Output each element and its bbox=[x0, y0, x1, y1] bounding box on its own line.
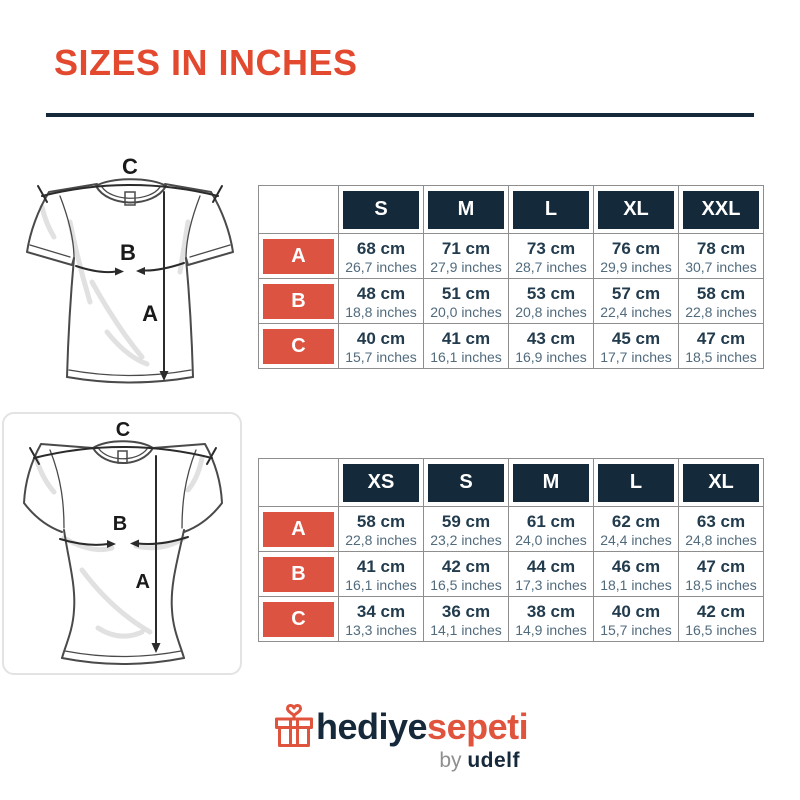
size-header-cell: XL bbox=[678, 458, 764, 507]
size-header-cell: XXL bbox=[678, 185, 764, 234]
measure-label-cell: C bbox=[258, 323, 339, 369]
measurement-cell: 47 cm 18,5 inches bbox=[678, 551, 764, 597]
measurement-cell: 41 cm 16,1 inches bbox=[338, 551, 424, 597]
size-chip: S bbox=[343, 190, 419, 229]
table-row: B 41 cm 16,1 inches 42 cm 16,5 inches 44 c… bbox=[258, 551, 764, 597]
measurement-cell: 73 cm 28,7 inches bbox=[508, 233, 594, 279]
byline-brand: udelf bbox=[467, 749, 520, 772]
size-header-cell: S bbox=[338, 185, 424, 234]
size-chip: M bbox=[428, 190, 504, 229]
measurement-cell: 58 cm 22,8 inches bbox=[338, 506, 424, 552]
measurement-cell: 71 cm 27,9 inches bbox=[423, 233, 509, 279]
measurement-cell: 38 cm 14,9 inches bbox=[508, 596, 594, 642]
measurement-annotations: C B A bbox=[29, 420, 217, 653]
table-row: B 48 cm 18,8 inches 51 cm 20,0 inches 53 c… bbox=[258, 278, 764, 324]
measurement-cell: 59 cm 23,2 inches bbox=[423, 506, 509, 552]
measurement-cell: 45 cm 17,7 inches bbox=[593, 323, 679, 369]
size-header-cell: XS bbox=[338, 458, 424, 507]
size-chip: M bbox=[513, 463, 589, 502]
byline-prefix: by bbox=[439, 749, 468, 772]
brand-logo-text: hediyesepeti bbox=[316, 706, 529, 748]
measurement-cell: 34 cm 13,3 inches bbox=[338, 596, 424, 642]
gift-icon bbox=[275, 704, 313, 747]
measurement-annotations: C B A bbox=[37, 154, 223, 381]
size-chip: XXL bbox=[683, 190, 759, 229]
size-chip: S bbox=[428, 463, 504, 502]
measure-chip: C bbox=[263, 601, 334, 637]
mens-tshirt-diagram: C B A bbox=[26, 154, 234, 384]
womens-diagram-frame bbox=[2, 412, 242, 675]
measurement-cell: 68 cm 26,7 inches bbox=[338, 233, 424, 279]
table-row: C 34 cm 13,3 inches 36 cm 14,1 inches 38 c… bbox=[258, 596, 764, 642]
measure-label-a: A bbox=[142, 301, 158, 326]
size-chip: XL bbox=[683, 463, 759, 502]
size-chip: L bbox=[598, 463, 674, 502]
measurement-cell: 36 cm 14,1 inches bbox=[423, 596, 509, 642]
size-chip: XS bbox=[343, 463, 419, 502]
size-header-cell: L bbox=[593, 458, 679, 507]
page-title: SIZES IN INCHES bbox=[54, 42, 358, 83]
measure-label-cell: B bbox=[258, 278, 339, 324]
brand-byline: by udelf bbox=[318, 749, 520, 773]
title-underline bbox=[46, 113, 754, 117]
collar-tag bbox=[124, 191, 136, 206]
corner-cell bbox=[258, 458, 339, 507]
measure-label-b: B bbox=[120, 240, 136, 265]
measurement-cell: 76 cm 29,9 inches bbox=[593, 233, 679, 279]
table-row: A 58 cm 22,8 inches 59 cm 23,2 inches 61 c… bbox=[258, 506, 764, 552]
measure-label-c: C bbox=[116, 420, 130, 441]
measure-label-cell: B bbox=[258, 551, 339, 597]
measure-chip: B bbox=[263, 283, 334, 319]
shirt-outline bbox=[23, 440, 223, 665]
measure-chip: C bbox=[263, 328, 334, 364]
fabric-folds bbox=[39, 204, 191, 367]
measurement-cell: 57 cm 22,4 inches bbox=[593, 278, 679, 324]
table-row: A 68 cm 26,7 inches 71 cm 27,9 inches 73 c… bbox=[258, 233, 764, 279]
size-header-cell: M bbox=[508, 458, 594, 507]
measurement-cell: 42 cm 16,5 inches bbox=[423, 551, 509, 597]
measurement-cell: 43 cm 16,9 inches bbox=[508, 323, 594, 369]
womens-size-table: XS S M L XL A 58 cm 22,8 inches 59 cm 23,2… bbox=[258, 458, 764, 642]
measure-chip: B bbox=[263, 556, 334, 592]
measure-label-c: C bbox=[122, 154, 138, 179]
measure-label-a: A bbox=[136, 571, 150, 593]
measurement-cell: 63 cm 24,8 inches bbox=[678, 506, 764, 552]
mens-size-table: S M L XL XXL A 68 cm 26,7 inches 71 cm 27,… bbox=[258, 185, 764, 369]
measure-label-cell: C bbox=[258, 596, 339, 642]
measurement-cell: 48 cm 18,8 inches bbox=[338, 278, 424, 324]
measurement-cell: 40 cm 15,7 inches bbox=[593, 596, 679, 642]
measurement-cell: 42 cm 16,5 inches bbox=[678, 596, 764, 642]
measurement-cell: 78 cm 30,7 inches bbox=[678, 233, 764, 279]
measure-label-b: B bbox=[113, 513, 127, 535]
measure-chip: A bbox=[263, 238, 334, 274]
womens-tshirt-diagram: C B A bbox=[23, 420, 223, 665]
measurement-cell: 40 cm 15,7 inches bbox=[338, 323, 424, 369]
fabric-folds bbox=[33, 455, 205, 639]
size-header-cell: S bbox=[423, 458, 509, 507]
size-header-cell: M bbox=[423, 185, 509, 234]
measurement-cell: 47 cm 18,5 inches bbox=[678, 323, 764, 369]
size-chip: L bbox=[513, 190, 589, 229]
collar-tag bbox=[117, 450, 128, 464]
measurement-cell: 61 cm 24,0 inches bbox=[508, 506, 594, 552]
corner-cell bbox=[258, 185, 339, 234]
size-chip: XL bbox=[598, 190, 674, 229]
measurement-cell: 62 cm 24,4 inches bbox=[593, 506, 679, 552]
measurement-cell: 46 cm 18,1 inches bbox=[593, 551, 679, 597]
measurement-cell: 53 cm 20,8 inches bbox=[508, 278, 594, 324]
size-header-cell: XL bbox=[593, 185, 679, 234]
size-header-cell: L bbox=[508, 185, 594, 234]
table-row: C 40 cm 15,7 inches 41 cm 16,1 inches 43 c… bbox=[258, 323, 764, 369]
measurement-cell: 41 cm 16,1 inches bbox=[423, 323, 509, 369]
measurement-cell: 44 cm 17,3 inches bbox=[508, 551, 594, 597]
brand-name-part2: sepeti bbox=[427, 706, 529, 747]
measure-label-cell: A bbox=[258, 233, 339, 279]
measure-chip: A bbox=[263, 511, 334, 547]
measure-label-cell: A bbox=[258, 506, 339, 552]
brand-name-part1: hediye bbox=[316, 706, 428, 747]
measurement-cell: 58 cm 22,8 inches bbox=[678, 278, 764, 324]
shirt-outline bbox=[26, 178, 234, 384]
measurement-cell: 51 cm 20,0 inches bbox=[423, 278, 509, 324]
